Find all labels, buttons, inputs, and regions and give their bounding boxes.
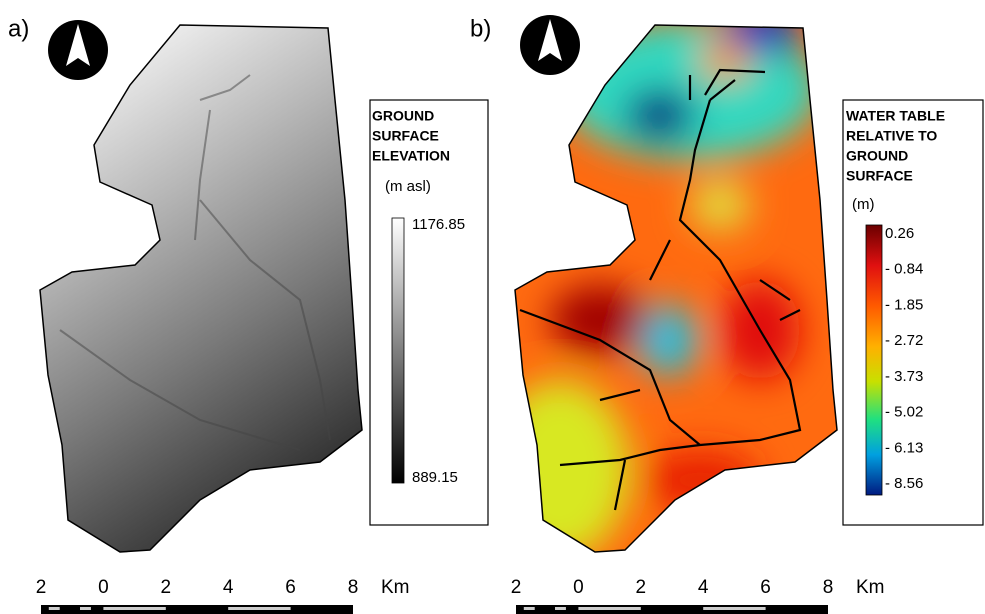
scale-label: 2 (36, 577, 47, 598)
scale-label: 6 (760, 577, 771, 598)
water-table-map (514, 24, 838, 553)
legend-unit: (m) (852, 196, 875, 213)
legend-title: RELATIVE TO (846, 128, 937, 144)
scale-label: 4 (223, 577, 234, 598)
scale-segment (103, 607, 166, 610)
scale-segment (703, 607, 766, 610)
legend-label: - 6.13 (885, 439, 923, 456)
elevation-map (39, 24, 363, 553)
scale-unit: Km (381, 577, 410, 598)
scale-label: 0 (98, 577, 109, 598)
scale-label: 4 (698, 577, 709, 598)
north-arrow (48, 20, 108, 80)
legend-label: 0.26 (885, 225, 914, 242)
scale-label: 2 (161, 577, 172, 598)
panel-label: b) (470, 15, 491, 42)
scale-label: 0 (573, 577, 584, 598)
legend-label: 889.15 (412, 469, 458, 486)
scale-label: 8 (823, 577, 834, 598)
scale-label: 2 (636, 577, 647, 598)
legend-title: GROUND (846, 148, 908, 164)
legend-label: - 5.02 (885, 404, 923, 421)
scale-unit: Km (856, 577, 885, 598)
legend-label: - 8.56 (885, 475, 923, 492)
scale-bar (516, 605, 828, 614)
legend-label: - 3.73 (885, 368, 923, 385)
legend-title: SURFACE (372, 128, 439, 144)
scale-segment (228, 607, 291, 610)
legend-label: 1176.85 (412, 216, 465, 233)
legend-title: GROUND (372, 108, 434, 124)
scale-label: 6 (285, 577, 296, 598)
legend-label: - 2.72 (885, 332, 923, 349)
scale-segment (555, 607, 566, 610)
scale-segment (523, 607, 535, 610)
scale-label: 8 (348, 577, 359, 598)
panel-label: a) (8, 15, 29, 42)
legend-unit: (m asl) (385, 178, 431, 195)
north-arrow (520, 15, 580, 75)
legend-title: WATER TABLE (846, 108, 945, 124)
scale-label: 2 (511, 577, 522, 598)
legend-label: - 0.84 (885, 261, 923, 278)
scale-segment (578, 607, 641, 610)
legend (369, 99, 489, 526)
scale-segment (80, 607, 91, 610)
legend-title: ELEVATION (372, 148, 450, 164)
legend-label: - 1.85 (885, 296, 923, 313)
scale-bar (41, 605, 353, 614)
legend-title: SURFACE (846, 168, 913, 184)
legend (842, 99, 984, 526)
scale-segment (48, 607, 60, 610)
